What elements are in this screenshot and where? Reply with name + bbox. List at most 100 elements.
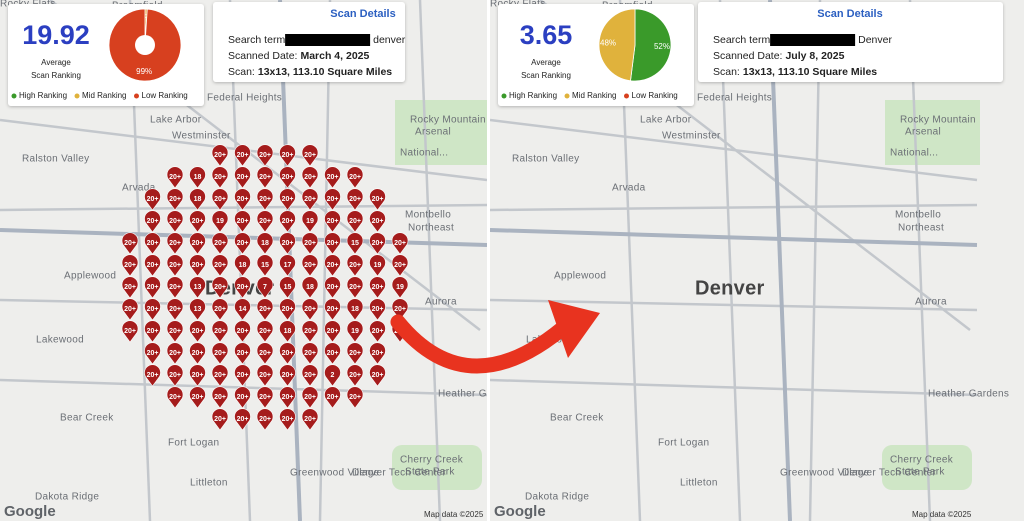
- pin-rank: 20+: [214, 306, 226, 313]
- pin-rank: 20+: [394, 240, 406, 247]
- pin-rank: 20+: [259, 372, 271, 379]
- pin-rank: 20+: [282, 394, 294, 401]
- pin-rank: 20+: [237, 218, 249, 225]
- place-label: Heather Gardens: [928, 389, 1009, 400]
- pin-rank: 20+: [169, 218, 181, 225]
- pin-rank: 20+: [192, 372, 204, 379]
- arrow-head: [548, 300, 600, 358]
- map-pin: [324, 386, 341, 409]
- pie-slice: [630, 8, 672, 82]
- map-pin: [301, 408, 319, 431]
- place-label: National...: [890, 148, 938, 159]
- redaction: [285, 34, 371, 46]
- road: [490, 298, 978, 312]
- pin-rank: 20+: [259, 174, 271, 181]
- map-pin: [279, 210, 296, 233]
- map-pin: [391, 276, 409, 299]
- map-pin: [346, 276, 364, 299]
- pin-rank: 7: [263, 284, 267, 291]
- legend-dot: [501, 93, 507, 99]
- place-label: Bear Creek: [60, 413, 114, 424]
- map-pin: [211, 276, 229, 299]
- pin-rank: 20+: [282, 218, 294, 225]
- map-pin: [301, 188, 319, 211]
- place-label: Denver Tech Center: [842, 468, 937, 479]
- map-pin: [144, 188, 161, 211]
- road: [490, 203, 978, 212]
- pin-rank: 20+: [192, 262, 204, 269]
- detail-value: March 4, 2025: [300, 50, 369, 62]
- map-pin: [346, 188, 364, 211]
- pin-rank: 19: [374, 262, 382, 269]
- pin-rank: 20+: [237, 196, 249, 203]
- pin-rank: 20+: [372, 350, 384, 357]
- map-pin: [166, 166, 184, 189]
- detail-value: July 8, 2025: [785, 50, 844, 62]
- pin-rank: 20+: [169, 306, 181, 313]
- pin-rank: 20+: [282, 416, 294, 423]
- map-pin: [144, 276, 161, 299]
- map-pin: [346, 342, 364, 365]
- place-label: Arsenal: [415, 127, 451, 138]
- map-pin: [324, 188, 341, 211]
- pin-rank: 20+: [304, 328, 316, 335]
- highway: [490, 228, 978, 247]
- pin-rank: 20+: [214, 350, 226, 357]
- pin-rank: 20+: [124, 306, 136, 313]
- map-pin: [211, 144, 229, 167]
- map-pin: [144, 298, 161, 321]
- pin-rank: 20+: [349, 372, 361, 379]
- map-pin: [234, 210, 251, 233]
- place-label: Northeast: [408, 223, 454, 234]
- details-title: Scan Details: [330, 8, 395, 20]
- pin-rank: 20+: [124, 328, 136, 335]
- map-pin: [301, 276, 319, 299]
- map-pin: [211, 232, 229, 255]
- map-pin: [279, 342, 296, 365]
- pin-rank: 20+: [169, 196, 181, 203]
- legend-dot: [74, 93, 80, 99]
- place-label: Westminster: [662, 131, 721, 142]
- pin-rank: 20+: [372, 218, 384, 225]
- map-pin: [189, 166, 206, 189]
- map-pin: [279, 144, 296, 167]
- map-pin: [391, 254, 409, 277]
- pin-rank: 20+: [192, 328, 204, 335]
- map-pin: [369, 210, 386, 233]
- pin-rank: 20+: [372, 306, 384, 313]
- pin-rank: 13: [194, 306, 202, 313]
- map-pin: [234, 276, 251, 299]
- place-label: Cherry Creek: [890, 455, 954, 466]
- pin-rank: 20+: [214, 284, 226, 291]
- pin-rank: 20+: [327, 262, 339, 269]
- pin-rank: 20+: [214, 394, 226, 401]
- map-pin: [346, 232, 364, 255]
- map-pin: [301, 342, 319, 365]
- map-pin: [324, 342, 341, 365]
- pin-rank: 20+: [124, 284, 136, 291]
- map-pin: [369, 342, 386, 365]
- map-pin: [211, 210, 229, 233]
- pin-rank: 20+: [169, 240, 181, 247]
- pin-rank: 20+: [237, 394, 249, 401]
- map-pin: [279, 408, 296, 431]
- map-pin: [279, 298, 296, 321]
- place-label: Littleton: [680, 478, 718, 489]
- map-pin: [234, 144, 251, 167]
- pin-rank: 18: [239, 262, 247, 269]
- pin-rank: 18: [351, 306, 359, 313]
- map-pin: [166, 342, 184, 365]
- place-label: Greenwood Village: [290, 468, 380, 479]
- map-pin: [234, 364, 251, 387]
- pin-rank: 20+: [169, 284, 181, 291]
- map-pin: [256, 386, 274, 409]
- map-pin: [369, 232, 386, 255]
- map-pin: [324, 276, 341, 299]
- map-pin: [301, 254, 319, 277]
- pin-rank: 20+: [304, 350, 316, 357]
- map-pin: [324, 210, 341, 233]
- pin-rank: 20+: [282, 152, 294, 159]
- map-pin: [301, 144, 319, 167]
- map-pin: [189, 232, 206, 255]
